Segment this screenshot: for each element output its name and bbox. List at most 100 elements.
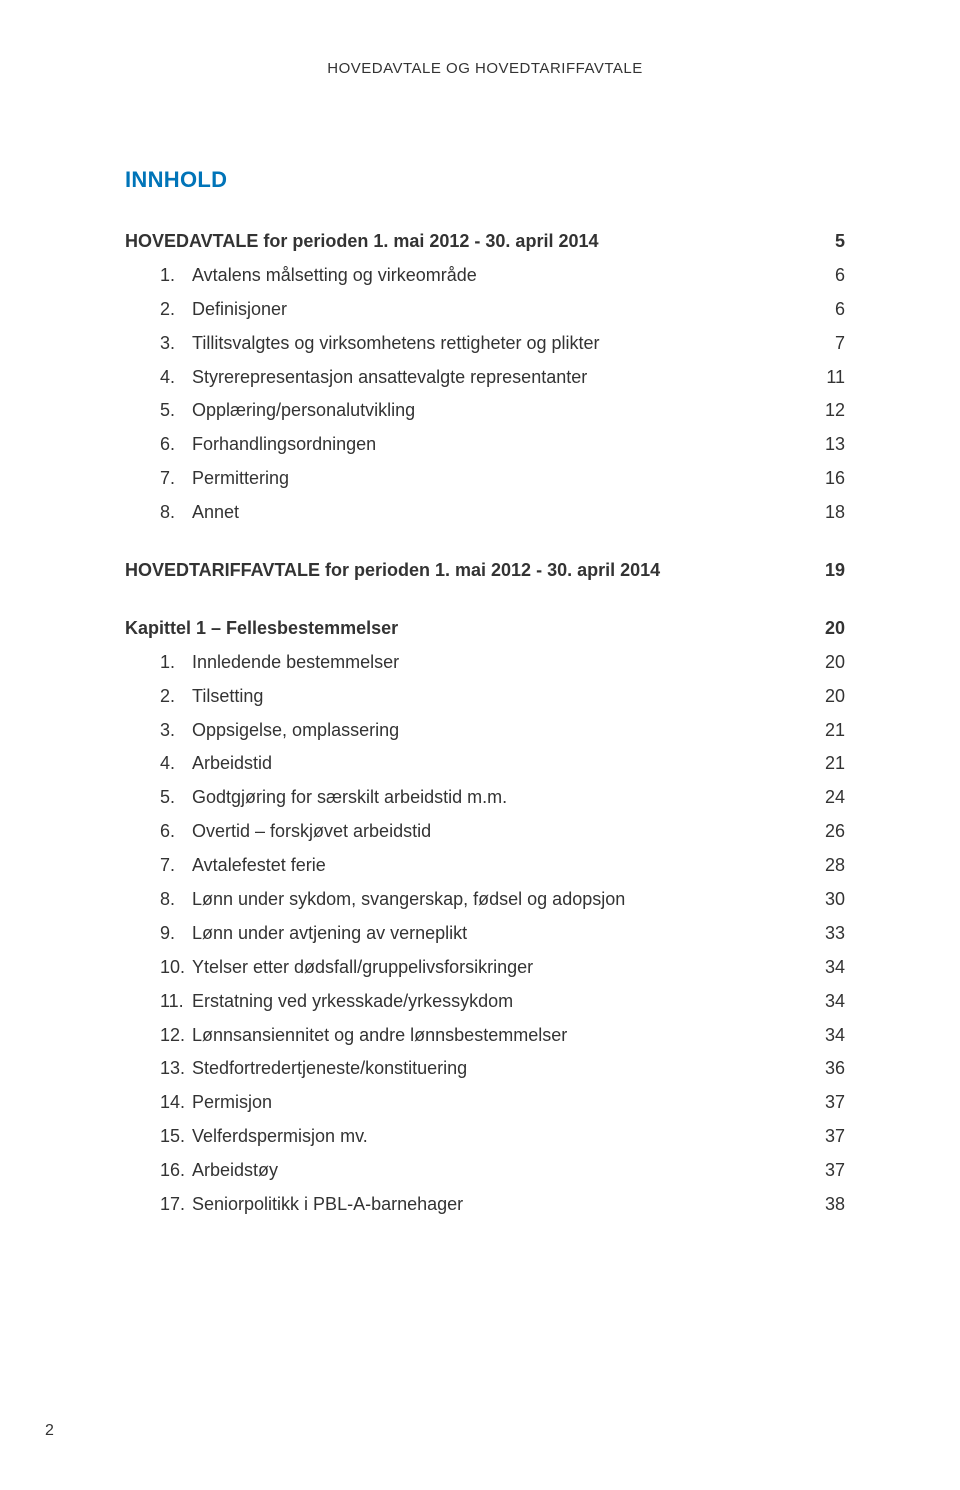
toc-item-number: 11. [160, 988, 192, 1016]
toc-item: 3.Oppsigelse, omplassering 21 [160, 717, 845, 745]
toc-heading-label: Kapittel 1 – Fellesbestemmelser [125, 615, 398, 643]
toc-item-number: 12. [160, 1022, 192, 1050]
toc-title: INNHOLD [125, 167, 845, 193]
toc-item-number: 4. [160, 750, 192, 778]
toc-item-page: 11 [806, 364, 845, 392]
toc-item-page: 37 [805, 1089, 845, 1117]
toc-item-number: 8. [160, 886, 192, 914]
toc-item-label: Definisjoner [192, 296, 287, 324]
page-number: 2 [45, 1422, 54, 1440]
toc-item: 3.Tillitsvalgtes og virksomhetens rettig… [160, 330, 845, 358]
toc-item-label: Tilsetting [192, 683, 263, 711]
toc-item-list: 1.Avtalens målsetting og virkeområde62.D… [125, 262, 845, 527]
toc-item-number: 1. [160, 649, 192, 677]
toc-item-label: Stedfortredertjeneste/konstituering [192, 1055, 467, 1083]
toc-section-heading: Kapittel 1 – Fellesbestemmelser20 [125, 615, 845, 643]
toc-item-page: 24 [805, 784, 845, 812]
toc-section: HOVEDTARIFFAVTALE for perioden 1. mai 20… [125, 557, 845, 585]
toc-item-label: Erstatning ved yrkesskade/yrkessykdom [192, 988, 513, 1016]
toc-item: 2.Definisjoner 6 [160, 296, 845, 324]
toc-item-label: Annet [192, 499, 239, 527]
toc-section: Kapittel 1 – Fellesbestemmelser201.Innle… [125, 615, 845, 1219]
toc-section: HOVEDAVTALE for perioden 1. mai 2012 - 3… [125, 228, 845, 527]
toc-item-page: 34 [805, 1022, 845, 1050]
toc-item: 6.Overtid – forskjøvet arbeidstid26 [160, 818, 845, 846]
toc-item-number: 5. [160, 397, 192, 425]
toc-item-label: Arbeidstøy [192, 1157, 278, 1185]
toc-item: 7.Avtalefestet ferie28 [160, 852, 845, 880]
toc-item-number: 8. [160, 499, 192, 527]
toc-item-number: 17. [160, 1191, 192, 1219]
toc-item-page: 16 [805, 465, 845, 493]
toc-item-number: 5. [160, 784, 192, 812]
toc-item-label: Seniorpolitikk i PBL-A-barnehager [192, 1191, 463, 1219]
toc-item-number: 9. [160, 920, 192, 948]
toc-item-number: 7. [160, 852, 192, 880]
toc-item: 1.Innledende bestemmelser20 [160, 649, 845, 677]
toc-heading-page: 5 [815, 228, 845, 256]
toc-item-label: Styrerepresentasjon ansattevalgte repres… [192, 364, 587, 392]
toc-item-page: 21 [805, 750, 845, 778]
toc-item-page: 21 [805, 717, 845, 745]
toc-section-heading: HOVEDTARIFFAVTALE for perioden 1. mai 20… [125, 557, 845, 585]
toc-item-page: 33 [805, 920, 845, 948]
toc-item-label: Godtgjøring for særskilt arbeidstid m.m. [192, 784, 507, 812]
toc-item-page: 36 [805, 1055, 845, 1083]
toc-item: 17.Seniorpolitikk i PBL-A-barnehager 38 [160, 1191, 845, 1219]
toc-item: 9.Lønn under avtjening av verneplikt 33 [160, 920, 845, 948]
toc-item: 4.Styrerepresentasjon ansattevalgte repr… [160, 364, 845, 392]
toc-item-label: Innledende bestemmelser [192, 649, 399, 677]
toc-item-number: 1. [160, 262, 192, 290]
toc-item-number: 7. [160, 465, 192, 493]
toc-item: 2.Tilsetting 20 [160, 683, 845, 711]
document-header: HOVEDAVTALE OG HOVEDTARIFFAVTALE [125, 60, 845, 77]
toc-item-number: 13. [160, 1055, 192, 1083]
toc-item-number: 15. [160, 1123, 192, 1151]
toc-item-page: 7 [815, 330, 845, 358]
toc-item-label: Tillitsvalgtes og virksomhetens rettighe… [192, 330, 600, 358]
toc-item-page: 6 [815, 296, 845, 324]
toc-item-list: 1.Innledende bestemmelser202.Tilsetting2… [125, 649, 845, 1219]
toc-item: 6.Forhandlingsordningen13 [160, 431, 845, 459]
toc-item-label: Arbeidstid [192, 750, 272, 778]
toc-item-page: 26 [805, 818, 845, 846]
toc-item-number: 3. [160, 330, 192, 358]
toc-item: 7.Permittering16 [160, 465, 845, 493]
toc-item-page: 30 [805, 886, 845, 914]
toc-item-page: 37 [805, 1157, 845, 1185]
toc-item: 13.Stedfortredertjeneste/konstituering 36 [160, 1055, 845, 1083]
toc-container: HOVEDAVTALE for perioden 1. mai 2012 - 3… [125, 228, 845, 1219]
toc-item-page: 34 [805, 988, 845, 1016]
toc-item-number: 6. [160, 431, 192, 459]
toc-item-label: Permisjon [192, 1089, 272, 1117]
toc-item: 12.Lønnsansiennitet og andre lønnsbestem… [160, 1022, 845, 1050]
toc-item-page: 20 [805, 683, 845, 711]
toc-item-label: Oppsigelse, omplassering [192, 717, 399, 745]
toc-item-number: 6. [160, 818, 192, 846]
toc-item-number: 2. [160, 683, 192, 711]
toc-item: 11.Erstatning ved yrkesskade/yrkessykdom… [160, 988, 845, 1016]
toc-item: 8.Annet18 [160, 499, 845, 527]
toc-item-page: 13 [805, 431, 845, 459]
toc-item: 14.Permisjon37 [160, 1089, 845, 1117]
toc-item-label: Lønnsansiennitet og andre lønnsbestemmel… [192, 1022, 567, 1050]
toc-item-label: Lønn under sykdom, svangerskap, fødsel o… [192, 886, 625, 914]
toc-item-number: 3. [160, 717, 192, 745]
toc-item-page: 28 [805, 852, 845, 880]
toc-item-page: 34 [805, 954, 845, 982]
toc-item-number: 10. [160, 954, 192, 982]
toc-item: 10.Ytelser etter dødsfall/gruppelivsfors… [160, 954, 845, 982]
toc-item-page: 6 [815, 262, 845, 290]
toc-heading-label: HOVEDAVTALE for perioden 1. mai 2012 - 3… [125, 228, 599, 256]
toc-item-number: 2. [160, 296, 192, 324]
toc-item: 5.Godtgjøring for særskilt arbeidstid m.… [160, 784, 845, 812]
toc-item-label: Avtalens målsetting og virkeområde [192, 262, 477, 290]
toc-item-label: Lønn under avtjening av verneplikt [192, 920, 467, 948]
toc-item-number: 16. [160, 1157, 192, 1185]
toc-item: 4.Arbeidstid 21 [160, 750, 845, 778]
toc-item-label: Velferdspermisjon mv. [192, 1123, 368, 1151]
toc-item-number: 4. [160, 364, 192, 392]
toc-item-page: 38 [805, 1191, 845, 1219]
toc-item: 8.Lønn under sykdom, svangerskap, fødsel… [160, 886, 845, 914]
toc-item-page: 37 [805, 1123, 845, 1151]
